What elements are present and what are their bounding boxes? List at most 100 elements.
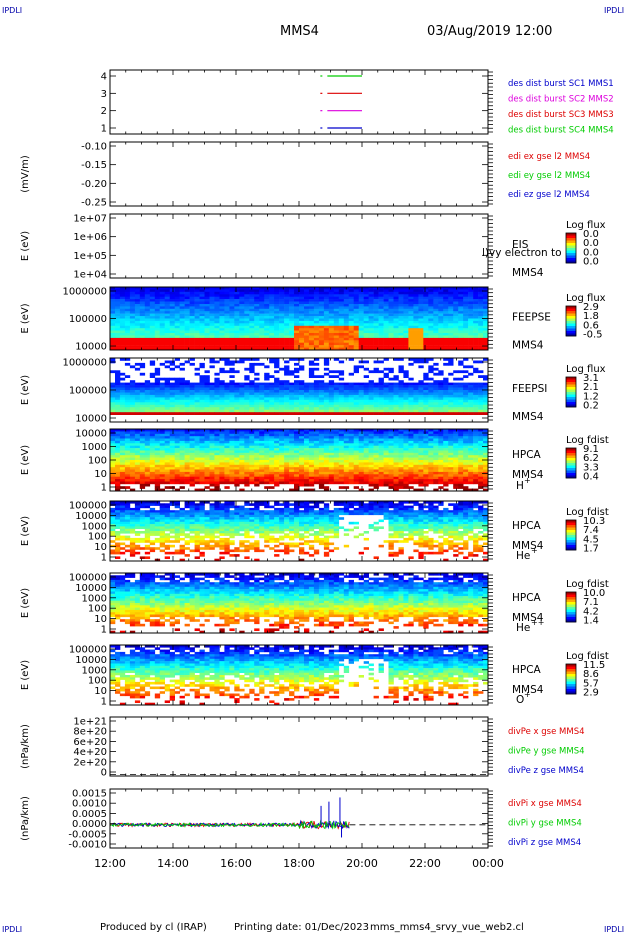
heatmap-cell — [284, 445, 290, 449]
heatmap-cell — [323, 436, 330, 439]
heatmap-cell — [403, 311, 409, 314]
heatmap-cell — [468, 372, 474, 376]
heatmap-cell — [110, 404, 116, 408]
heatmap-cell — [408, 287, 414, 290]
heatmap-cell — [443, 345, 449, 348]
heatmap-cell — [194, 311, 200, 314]
heatmap-cell — [269, 316, 275, 319]
heatmap-cell — [164, 390, 170, 393]
heatmap-cell — [115, 372, 121, 376]
heatmap-cell — [274, 445, 280, 449]
heatmap-cell — [244, 377, 250, 381]
heatmap-cell — [149, 464, 156, 468]
heatmap-cell — [259, 409, 265, 413]
heatmap-cell — [144, 443, 151, 446]
heatmap-cell — [164, 445, 170, 449]
heatmap-cell — [328, 335, 335, 339]
heatmap-cell — [119, 450, 126, 454]
heatmap-cell — [443, 412, 449, 415]
heatmap-cell — [129, 402, 136, 406]
heatmap-cell — [388, 460, 394, 463]
heatmap-cell — [189, 323, 195, 326]
heatmap-cell — [418, 289, 424, 293]
heatmap-cell — [164, 345, 170, 348]
heatmap-cell — [373, 296, 379, 300]
heatmap-cell — [378, 335, 384, 339]
heatmap-cell — [224, 370, 230, 374]
feepsi-colorbar-frame — [565, 376, 577, 408]
heatmap-cell — [244, 382, 250, 386]
heatmap-cell — [249, 448, 255, 451]
heatmap-cell — [174, 347, 180, 351]
heatmap-cell — [279, 325, 285, 329]
heatmap-cell — [393, 330, 399, 334]
heatmap-cell — [204, 291, 210, 295]
heatmap-cell — [209, 337, 215, 341]
heatmap-cell — [119, 467, 126, 470]
heatmap-cell — [483, 337, 489, 341]
heatmap-cell — [393, 390, 399, 393]
heatmap-cell — [478, 308, 484, 312]
heatmap-cell — [363, 330, 369, 334]
heatmap-cell — [209, 385, 215, 388]
heatmap-cell — [333, 467, 340, 470]
heatmap-cell — [338, 409, 345, 413]
heatmap-cell — [418, 433, 424, 437]
heatmap-cell — [373, 320, 379, 324]
heatmap-cell — [209, 467, 215, 470]
heatmap-cell — [353, 394, 359, 398]
heatmap-cell — [413, 394, 419, 398]
heatmap-cell — [174, 323, 180, 326]
heatmap-cell — [398, 365, 404, 369]
heatmap-cell — [433, 308, 439, 312]
heatmap-cell — [304, 394, 310, 398]
heatmap-cell — [294, 445, 300, 449]
heatmap-cell — [154, 320, 161, 324]
heatmap-cell — [358, 323, 364, 326]
heatmap-cell — [343, 342, 350, 346]
heatmap-cell — [249, 390, 255, 393]
heatmap-cell — [164, 313, 170, 317]
heatmap-cell — [408, 462, 414, 466]
heatmap-cell — [423, 320, 429, 324]
heatmap-cell — [249, 291, 255, 295]
heatmap-cell — [323, 445, 330, 449]
heatmap-cell — [299, 455, 305, 458]
heatmap-cell — [254, 440, 260, 444]
heatmap-cell — [413, 335, 419, 339]
heatmap-cell — [453, 347, 459, 351]
heatmap-cell — [134, 306, 141, 310]
heatmap-cell — [129, 409, 136, 413]
heatmap-cell — [204, 337, 210, 341]
heatmap-cell — [134, 304, 141, 307]
heatmap-cell — [418, 402, 424, 406]
heatmap-cell — [124, 412, 131, 415]
heatmap-cell — [398, 464, 404, 468]
heatmap-cell — [308, 440, 315, 444]
heatmap-cell — [184, 455, 190, 458]
heatmap-cell — [254, 291, 260, 295]
heatmap-cell — [249, 308, 255, 312]
edi-legend-item: edi ex gse l2 MMS4 — [508, 152, 590, 162]
heatmap-cell — [438, 306, 444, 310]
heatmap-cell — [463, 390, 469, 393]
heatmap-cell — [184, 443, 190, 446]
heatmap-cell — [368, 294, 374, 297]
heatmap-cell — [338, 433, 345, 437]
heatmap-cell — [328, 380, 335, 383]
heatmap-cell — [249, 294, 255, 297]
heatmap-cell — [294, 304, 300, 307]
heatmap-cell — [224, 313, 230, 317]
heatmap-cell — [398, 399, 404, 403]
heatmap-cell — [269, 464, 275, 468]
heatmap-cell — [393, 402, 399, 406]
heatmap-cell — [119, 436, 126, 439]
heatmap-cell — [358, 313, 364, 317]
heatmap-cell — [433, 385, 439, 388]
heatmap-cell — [348, 392, 354, 396]
heatmap-cell — [194, 462, 200, 466]
heatmap-cell — [194, 347, 200, 351]
heatmap-cell — [299, 367, 305, 371]
heatmap-cell — [184, 325, 190, 329]
heatmap-cell — [463, 365, 469, 369]
